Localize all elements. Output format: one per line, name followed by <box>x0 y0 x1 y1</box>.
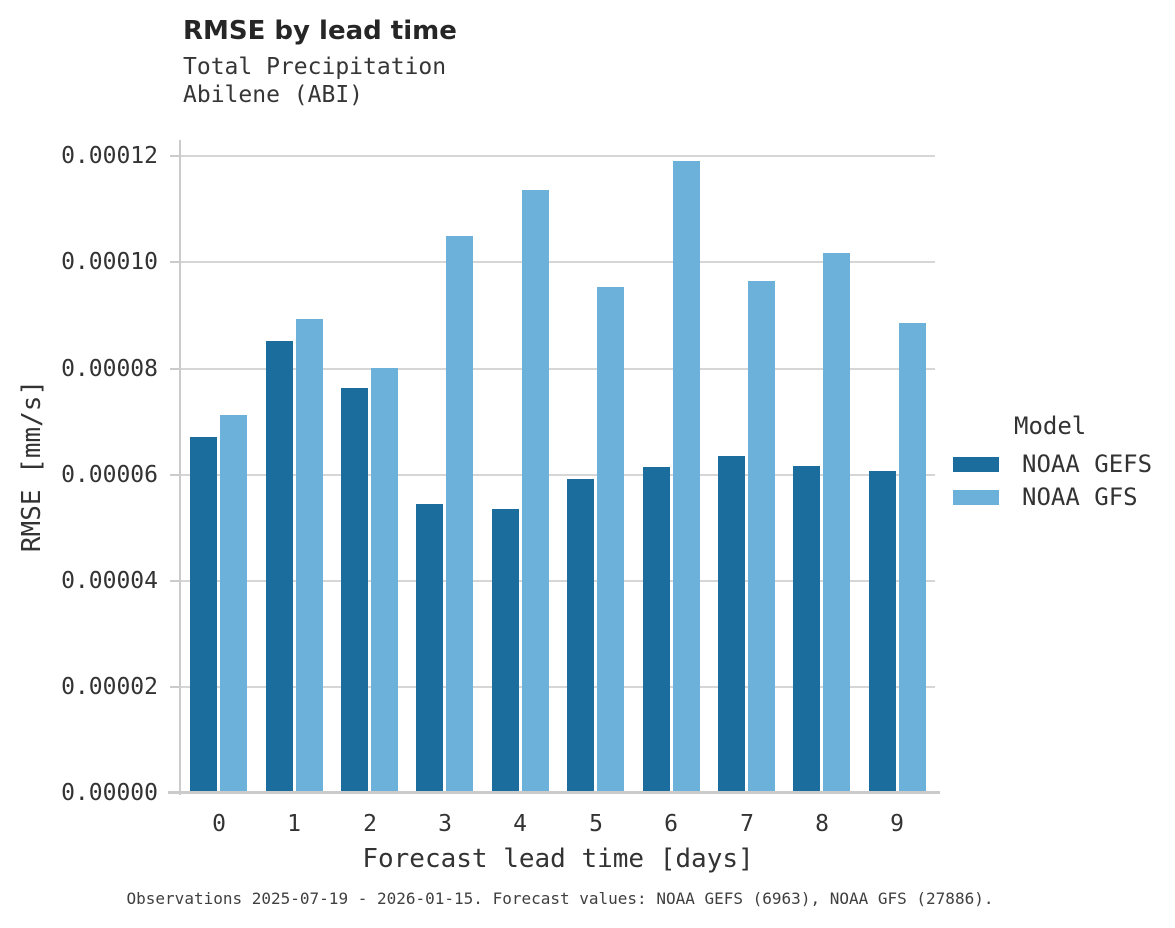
chart-subtitle-station: Abilene (ABI) <box>183 82 364 108</box>
bar-noaa-gefs-lead-7 <box>718 456 745 791</box>
x-tick-label: 5 <box>589 811 603 837</box>
y-tick-label: 0.00002 <box>61 673 158 700</box>
y-tick-label: 0.00010 <box>61 249 158 276</box>
x-tick-label: 3 <box>438 811 452 837</box>
chart-subtitle-variable: Total Precipitation <box>183 54 447 80</box>
footnote: Observations 2025-07-19 - 2026-01-15. Fo… <box>126 889 994 908</box>
y-tick-mark <box>170 473 179 476</box>
bar-noaa-gfs-lead-0 <box>220 415 247 791</box>
bar-noaa-gfs-lead-6 <box>673 161 700 791</box>
plot-area <box>168 140 940 795</box>
x-tick-label: 0 <box>212 811 226 837</box>
y-tick-mark <box>170 579 179 582</box>
x-tick-label: 7 <box>740 811 754 837</box>
bar-noaa-gfs-lead-3 <box>446 236 473 791</box>
x-tick-label: 2 <box>363 811 377 837</box>
y-tick-label: 0.00000 <box>61 780 158 806</box>
bar-noaa-gefs-lead-5 <box>567 479 594 791</box>
legend-item-noaa-gfs: NOAA GFS <box>953 482 1138 512</box>
gridline <box>181 155 935 158</box>
bar-noaa-gefs-lead-6 <box>643 467 670 791</box>
bar-noaa-gefs-lead-4 <box>492 509 519 791</box>
chart-title: RMSE by lead time <box>183 16 457 46</box>
bar-noaa-gfs-lead-4 <box>522 190 549 791</box>
legend-item-noaa-gefs: NOAA GEFS <box>953 449 1152 479</box>
bar-noaa-gefs-lead-8 <box>793 466 820 791</box>
x-axis-label: Forecast lead time [days] <box>362 844 754 874</box>
gridline <box>181 367 935 370</box>
y-tick-label: 0.00008 <box>61 355 158 382</box>
legend-swatch-noaa-gefs <box>953 456 999 472</box>
bar-noaa-gefs-lead-0 <box>190 437 217 791</box>
gridline <box>181 579 935 582</box>
y-tick-label: 0.00004 <box>61 567 158 594</box>
y-axis-spine <box>179 140 181 795</box>
x-tick-label: 1 <box>287 811 301 837</box>
bar-noaa-gfs-lead-1 <box>296 319 323 791</box>
bar-noaa-gfs-lead-7 <box>748 281 775 791</box>
x-tick-label: 8 <box>815 811 829 837</box>
legend-title: Model <box>1014 412 1087 440</box>
bar-noaa-gfs-lead-8 <box>823 253 850 791</box>
bar-noaa-gfs-lead-2 <box>371 368 398 791</box>
legend-label-noaa-gfs: NOAA GFS <box>1022 483 1138 511</box>
gridline <box>181 261 935 264</box>
y-tick-mark <box>170 367 179 370</box>
x-tick-label: 9 <box>890 811 904 837</box>
bar-noaa-gefs-lead-1 <box>266 341 293 791</box>
legend-swatch-noaa-gfs <box>953 489 999 505</box>
x-tick-label: 4 <box>513 811 527 837</box>
x-axis-spine <box>168 791 940 794</box>
gridline <box>181 473 935 476</box>
x-tick-label: 6 <box>664 811 678 837</box>
gridline <box>181 685 935 688</box>
y-tick-label: 0.00006 <box>61 461 158 488</box>
bar-noaa-gfs-lead-5 <box>597 287 624 791</box>
bar-noaa-gefs-lead-9 <box>869 471 896 791</box>
y-tick-mark <box>170 155 179 158</box>
y-tick-label: 0.00012 <box>61 143 158 170</box>
bar-noaa-gefs-lead-3 <box>416 504 443 791</box>
bar-noaa-gfs-lead-9 <box>899 323 926 791</box>
y-tick-mark <box>170 685 179 688</box>
y-tick-mark <box>170 261 179 264</box>
legend-label-noaa-gefs: NOAA GEFS <box>1022 450 1153 478</box>
bar-noaa-gefs-lead-2 <box>341 388 368 791</box>
